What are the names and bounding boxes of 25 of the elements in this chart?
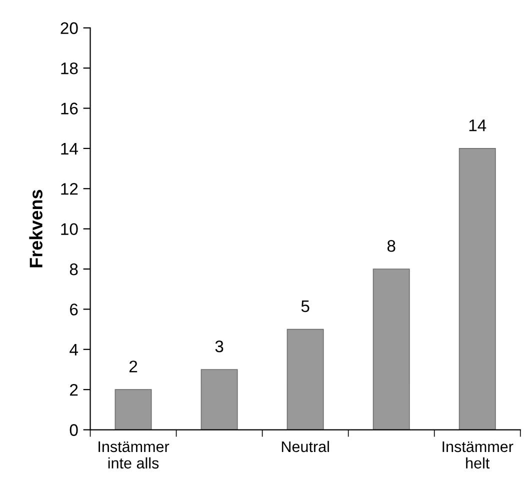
- y-tick-label: 8: [70, 263, 78, 276]
- y-tick-label: 2: [70, 384, 78, 396]
- y-tick-label: 14: [61, 143, 78, 154]
- data-label: 14: [469, 120, 486, 132]
- y-tick-label: 16: [61, 102, 78, 114]
- x-tick-label: Instämmer inte alls: [98, 441, 170, 469]
- x-tick-label: Instämmer helt: [442, 441, 514, 469]
- bar: [200, 369, 238, 430]
- y-tick-label: 6: [70, 304, 78, 316]
- bar: [372, 268, 410, 430]
- y-tick-label: 4: [70, 344, 78, 356]
- y-axis-title: Frekvens: [29, 190, 42, 268]
- data-label: 3: [215, 340, 224, 352]
- data-label: 8: [387, 240, 396, 252]
- y-tick-label: 18: [61, 62, 78, 74]
- bar: [114, 389, 152, 430]
- x-tick-label: Neutral: [282, 440, 329, 452]
- y-tick-label: 0: [70, 424, 78, 436]
- y-tick-label: 10: [61, 223, 78, 236]
- bar: [458, 148, 496, 430]
- y-tick-label: 20: [60, 22, 78, 34]
- data-label: 5: [301, 300, 310, 312]
- bar: [286, 328, 324, 430]
- y-tick-label: 12: [61, 183, 78, 195]
- data-label: 2: [129, 360, 138, 372]
